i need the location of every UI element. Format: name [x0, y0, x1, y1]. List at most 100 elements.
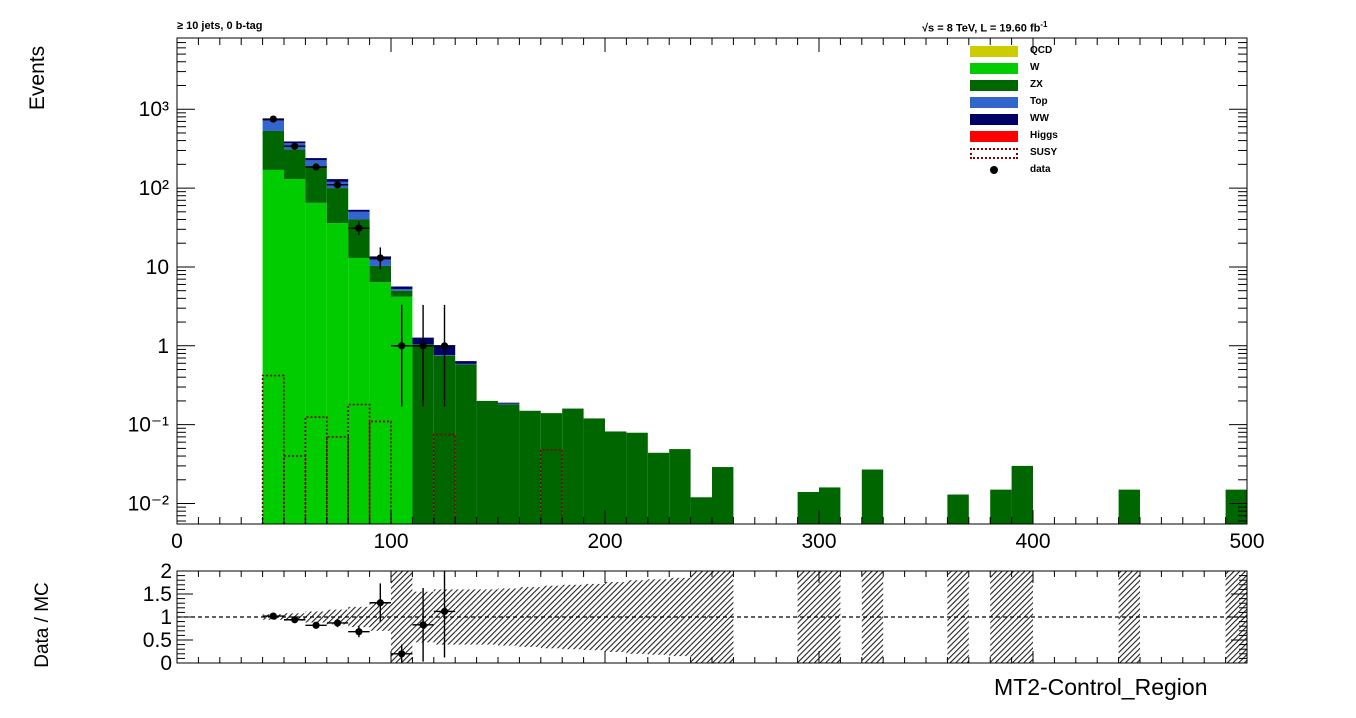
data-point-75	[326, 181, 349, 189]
legend-swatch-top	[970, 97, 1018, 108]
susy-outline	[261, 374, 563, 524]
legend-swatch-qcd	[970, 46, 1018, 57]
bar-zx-240	[690, 497, 712, 524]
susy-bin-40	[261, 374, 285, 524]
legend-entry-data: data	[966, 163, 1116, 177]
bar-zx-180	[562, 408, 584, 524]
legend-label-qcd: QCD	[1030, 45, 1053, 56]
data-point-115	[412, 304, 434, 407]
mc-band-bin-70	[326, 609, 349, 625]
bar-zx-150	[498, 404, 520, 524]
bar-zx-140	[476, 400, 498, 524]
y-tick-label: 10³	[139, 98, 169, 121]
bar-zx-300	[819, 487, 841, 524]
legend-entry-qcd: QCD	[966, 44, 1116, 58]
main-histogram	[262, 119, 1247, 524]
x-tick-label: 500	[1229, 530, 1264, 553]
legend-entry-zx: ZX	[966, 78, 1116, 92]
bar-zx-40	[262, 130, 284, 170]
ratio-y-tick-label: 2	[160, 560, 172, 583]
x-tick-label: 100	[373, 530, 408, 553]
bar-zx-50	[284, 149, 306, 180]
ratio-y-tick-label: 0	[160, 652, 172, 675]
bar-zx-90	[369, 265, 391, 283]
bar-zx-360	[947, 494, 969, 524]
mc-band-bin-190	[583, 583, 605, 651]
bar-zx-290	[797, 492, 819, 524]
bar-ww-100	[391, 286, 413, 290]
ratio-point-55	[284, 616, 306, 624]
x-tick-label: 200	[587, 530, 622, 553]
bar-top-130	[455, 363, 477, 365]
legend-swatch-ww	[970, 114, 1018, 125]
bar-w-90	[369, 282, 391, 524]
legend-label-ww: WW	[1030, 113, 1049, 124]
legend-label-higgs: Higgs	[1030, 130, 1058, 141]
y-tick-label: 10⁻²	[128, 493, 169, 516]
legend-label-zx: ZX	[1030, 79, 1043, 90]
bar-zx-120	[433, 355, 456, 524]
energy-lumi-unit-sup: -1	[1040, 20, 1048, 29]
mc-band-bin-220	[647, 579, 670, 655]
legend-entry-higgs: Higgs	[966, 129, 1116, 143]
mc-uncertainty-band	[262, 571, 1247, 663]
legend-label-susy: SUSY	[1030, 147, 1058, 158]
data-point-65	[305, 163, 327, 171]
bar-zx-190	[583, 418, 605, 524]
bar-w-60	[305, 202, 327, 524]
data-points	[262, 115, 456, 407]
energy-lumi-label: √s = 8 TeV, L = 19.60 fb-1	[922, 20, 1047, 35]
legend-entry-ww: WW	[966, 112, 1116, 126]
bar-w-80	[348, 257, 370, 524]
selection-label: ≥ 10 jets, 0 b-tag	[177, 20, 263, 32]
bar-zx-250	[712, 467, 734, 524]
x-axis-title: MT2-Control_Region	[994, 674, 1208, 700]
ratio-point-75	[326, 618, 349, 628]
legend-entry-w: W	[966, 61, 1116, 75]
bar-zx-170	[540, 413, 563, 524]
bar-w-100	[391, 296, 413, 524]
mc-band-bin-390	[1011, 571, 1033, 663]
bar-ww-70	[326, 179, 349, 182]
ratio-point-65	[305, 621, 327, 629]
legend-label-data: data	[1030, 164, 1051, 175]
ratio-y-tick-label: 0.5	[143, 629, 172, 652]
bar-w-70	[326, 223, 349, 524]
ratio-point-85	[348, 626, 370, 638]
y-tick-label: 1	[157, 335, 169, 358]
bar-top-150	[498, 403, 520, 405]
bar-zx-100	[391, 290, 413, 297]
ratio-point-105	[391, 644, 413, 663]
mc-band-bin-80	[348, 606, 370, 628]
legend-swatch-w	[970, 63, 1018, 74]
bar-ww-150	[498, 402, 520, 404]
mc-band-bin-200	[605, 582, 627, 652]
bar-zx-380	[990, 489, 1012, 524]
mc-band-bin-210	[626, 580, 648, 654]
energy-lumi-text: √s = 8 TeV, L = 19.60 fb	[922, 22, 1041, 35]
ratio-axes: 00.511.52	[143, 560, 1248, 675]
bar-zx-210	[626, 432, 648, 524]
y-tick-label: 10⁻¹	[128, 414, 169, 437]
ratio-points	[262, 571, 456, 663]
bar-w-50	[284, 179, 306, 524]
ratio-point-115	[412, 588, 434, 662]
ratio-point-95	[369, 583, 391, 623]
bar-top-100	[391, 289, 413, 291]
data-point-125	[433, 304, 456, 407]
bar-zx-70	[326, 188, 349, 224]
legend-label-w: W	[1030, 62, 1040, 73]
main-ylabel: Events	[26, 46, 49, 110]
bar-ww-80	[348, 209, 370, 212]
data-point-45	[262, 115, 284, 123]
legend-swatch-susy	[970, 148, 1018, 159]
y-tick-label: 10²	[139, 177, 169, 200]
mc-band-bin-360	[947, 571, 969, 663]
legend-entry-top: Top	[966, 95, 1116, 109]
data-point-105	[391, 304, 413, 407]
susy-bin-120	[433, 433, 456, 524]
bar-ww-130	[455, 361, 477, 364]
ratio-ylabel: Data / MC	[32, 582, 53, 668]
bar-zx-230	[669, 449, 691, 524]
